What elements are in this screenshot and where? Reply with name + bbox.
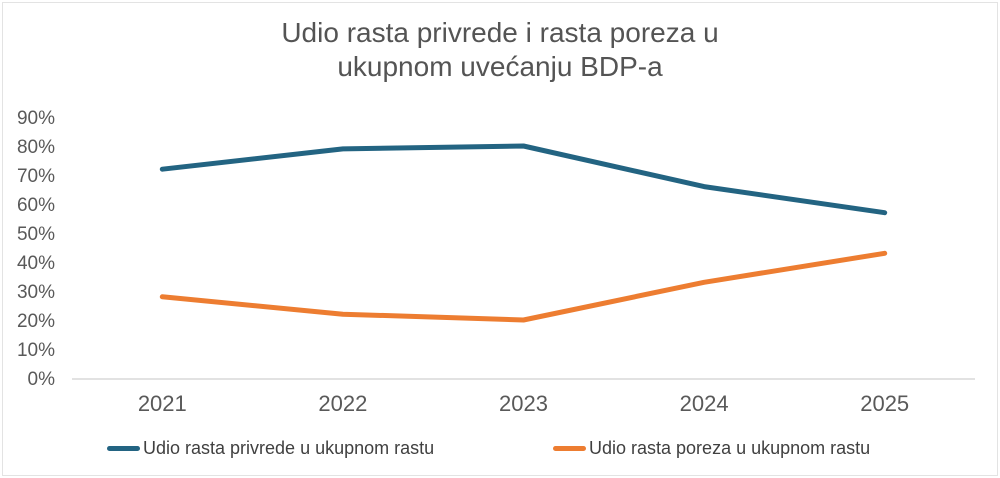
legend: Udio rasta privrede u ukupnom rastu Udio…: [0, 438, 1000, 462]
y-axis-tick-label: 90%: [17, 108, 55, 129]
chart-title: Udio rasta privrede i rasta poreza u uku…: [0, 16, 1000, 84]
series-line-1: [159, 250, 888, 323]
chart-title-line-2: ukupnom uvećanju BDP-a: [337, 51, 663, 82]
x-axis-tick-label: 2024: [680, 391, 729, 416]
legend-item-poreza: Udio rasta poreza u ukupnom rastu: [553, 438, 870, 458]
x-axis-tick-label: 2023: [499, 391, 548, 416]
y-axis-tick-label: 40%: [17, 253, 55, 274]
legend-item-privrede: Udio rasta privrede u ukupnom rastu: [107, 438, 434, 458]
y-axis-tick-label: 0%: [28, 369, 56, 390]
y-axis-tick-label: 70%: [17, 166, 55, 187]
legend-label-privrede: Udio rasta privrede u ukupnom rastu: [143, 437, 435, 458]
y-axis-tick-label: 50%: [17, 224, 55, 245]
y-axis-tick-label: 20%: [17, 311, 55, 332]
y-axis-tick-label: 30%: [17, 282, 55, 303]
x-axis-tick-label: 2021: [138, 391, 187, 416]
x-axis-tick-label: 2022: [318, 391, 367, 416]
legend-label-poreza: Udio rasta poreza u ukupnom rastu: [589, 437, 871, 458]
series-line-0: [159, 143, 888, 216]
legend-marker-privrede: [107, 445, 140, 451]
legend-marker-poreza: [553, 445, 586, 451]
y-axis-tick-label: 10%: [17, 340, 55, 361]
y-axis-tick-label: 60%: [17, 195, 55, 216]
x-axis-tick-label: 2025: [860, 391, 909, 416]
chart-title-line-1: Udio rasta privrede i rasta poreza u: [281, 17, 719, 48]
y-axis-tick-label: 80%: [17, 137, 55, 158]
